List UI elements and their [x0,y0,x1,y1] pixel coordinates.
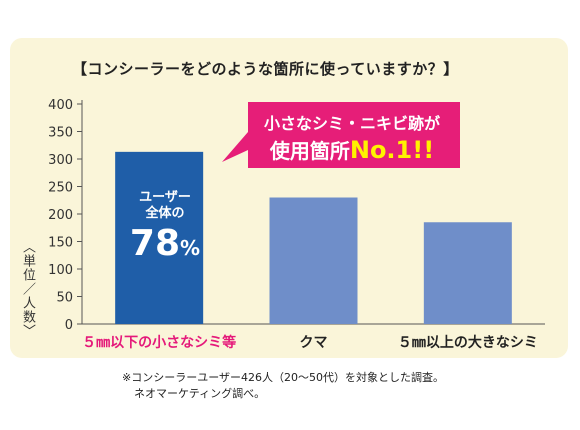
y-tick-label: 200 [48,208,73,223]
callout-line2-text: 使用箇所 [269,139,350,163]
bar-2 [269,197,358,324]
y-tick-label: 300 [48,153,73,168]
y-axis-label: 〈単位／人数〉 [20,240,35,338]
footnote-line2: ネオマーケティング調べ。 [134,387,266,400]
bar-annotation-line2: 全体の [145,206,185,221]
y-tick-label: 100 [48,263,73,278]
y-tick-label: 250 [48,181,73,196]
y-tick-label: 0 [65,318,73,333]
callout-line1: 小さなシミ・ニキビ跡が [263,114,440,133]
bar-1 [115,151,204,324]
y-tick-label: 400 [48,98,73,113]
footnote-line1: ※コンシーラーユーザー426人（20〜50代）を対象とした調査。 [122,371,444,384]
bar-3 [423,222,512,324]
bar-annotation-unit: % [180,236,201,260]
callout-line2: 使用箇所No.1!! [248,135,456,164]
callout-shape [222,102,460,168]
bar-annotation-line1: ユーザー [139,190,191,205]
callout-highlight: No.1!! [349,136,435,164]
bar-annotation-value: 78 [129,223,181,264]
y-tick-label: 150 [48,236,73,251]
y-tick-label: 50 [56,291,73,306]
x-category-label: ５㎜以上の大きなシミ [398,334,538,351]
x-category-label: クマ [300,335,328,351]
callout-bubble: 小さなシミ・ニキビ跡が 使用箇所No.1!! [208,102,460,180]
bar-annotation-percent: 78% [121,222,209,270]
x-category-label: ５㎜以下の小さなシミ等 [82,334,236,351]
footnote: ※コンシーラーユーザー426人（20〜50代）を対象とした調査。 ネオマーケティ… [122,370,444,402]
y-tick-label: 350 [48,126,73,141]
bar-annotation: ユーザー 全体の 78% [121,190,209,270]
chart-title: 【コンシーラーをどのような箇所に使っていますか？】 [72,60,459,78]
